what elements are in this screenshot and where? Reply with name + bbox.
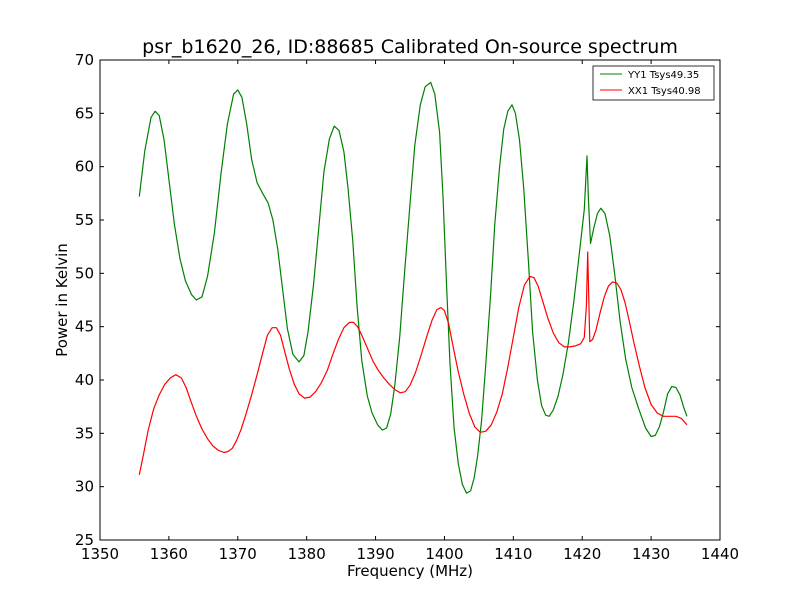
x-tick-label: 1410 — [494, 545, 532, 563]
plot-background — [100, 60, 720, 540]
x-tick-label: 1380 — [288, 545, 326, 563]
x-tick-label: 1440 — [701, 545, 739, 563]
y-tick-label: 45 — [75, 318, 94, 336]
chart-title: psr_b1620_26, ID:88685 Calibrated On-sou… — [142, 36, 678, 58]
y-tick-label: 35 — [75, 424, 94, 442]
legend: YY1 Tsys49.35 XX1 Tsys40.98 — [592, 65, 715, 101]
y-tick-label: 50 — [75, 264, 94, 282]
x-tick-label: 1350 — [81, 545, 119, 563]
x-axis-label: Frequency (MHz) — [347, 562, 473, 580]
x-tick-label: 1420 — [563, 545, 601, 563]
y-tick-label: 55 — [75, 211, 94, 229]
plot-frame — [99, 59, 721, 541]
x-tick-label: 1370 — [219, 545, 257, 563]
y-tick-label: 65 — [75, 104, 94, 122]
tick-labels: 1350 1360 1370 1380 1390 1400 1410 1420 1430 1440… — [75, 51, 739, 563]
series-line-xx1 — [138, 251, 688, 476]
x-tick-label: 1430 — [632, 545, 670, 563]
legend-label-xx1: XX1 Tsys40.98 — [628, 86, 701, 97]
y-tick-label: 60 — [75, 158, 94, 176]
plot-area — [99, 59, 721, 541]
legend-label-yy1: YY1 Tsys49.35 — [627, 70, 699, 81]
x-tick-label: 1360 — [150, 545, 188, 563]
y-tick-label: 30 — [75, 478, 94, 496]
y-tick-label: 25 — [75, 531, 94, 549]
x-tick-label: 1400 — [425, 545, 463, 563]
x-tick-label: 1390 — [356, 545, 394, 563]
y-tick-label: 70 — [75, 51, 94, 69]
y-tick-label: 40 — [75, 371, 94, 389]
legend-box — [592, 65, 715, 101]
series-line-yy1 — [138, 81, 688, 494]
y-axis-label: Power in Kelvin — [53, 243, 71, 357]
series-layer — [138, 81, 688, 494]
